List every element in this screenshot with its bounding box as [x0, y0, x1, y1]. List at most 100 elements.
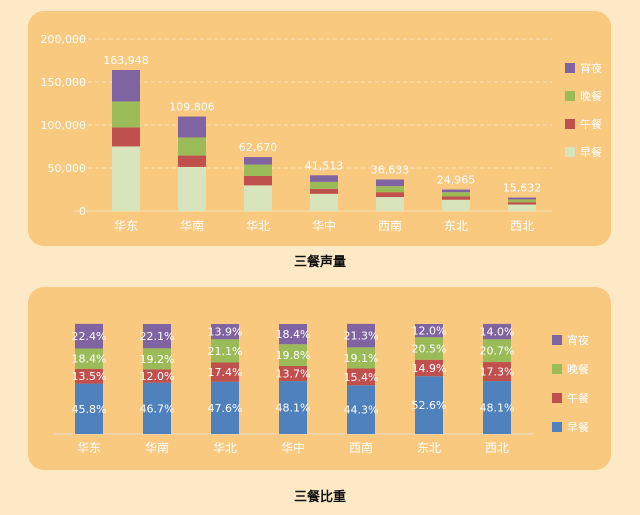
share-percent-label: 21.1%: [208, 345, 243, 358]
volume-y-tick-label: 50,000: [48, 162, 87, 175]
share-percent-label: 18.4%: [276, 328, 311, 341]
share-percent-label: 19.2%: [140, 353, 175, 366]
share-percent-label: 13.7%: [276, 368, 311, 381]
volume-bar-segment: [244, 185, 272, 211]
volume-bar-segment: [310, 181, 338, 189]
share-category-label: 华东: [77, 441, 101, 455]
share-percent-label: 20.5%: [412, 342, 447, 355]
share-category-label: 华南: [145, 440, 169, 455]
share-legend-swatch: [552, 364, 562, 374]
share-percent-label: 12.0%: [412, 325, 447, 338]
volume-bar-segment: [508, 199, 536, 203]
volume-bar-segment: [442, 199, 470, 211]
volume-total-label: 24,965: [437, 174, 476, 187]
volume-total-labels: 163,948 109,806 62,670 41,513 36,633 24,965 15…: [103, 54, 541, 195]
volume-legend-swatch: [565, 147, 575, 157]
share-bar-segment: [279, 324, 307, 345]
share-percent-label: 48.1%: [480, 402, 515, 415]
volume-y-tick-label: 200,000: [41, 33, 87, 46]
share-percent-label: 45.8%: [72, 403, 107, 416]
share-percent-label: 46.7%: [140, 402, 175, 415]
volume-legend-label: 晚餐: [580, 89, 602, 103]
volume-bar-segment: [178, 116, 206, 138]
volume-bar-segment: [310, 175, 338, 182]
volume-category-label: 华东: [114, 219, 138, 233]
volume-bar-segment: [112, 70, 140, 102]
share-legend-swatch: [552, 335, 562, 345]
volume-bar-segment: [178, 166, 206, 211]
share-percent-label: 17.3%: [480, 366, 515, 379]
volume-bar-segment: [508, 202, 536, 205]
share-percent-label: 22.4%: [72, 330, 107, 343]
share-percent-label: 19.1%: [344, 352, 379, 365]
share-percent-label: 13.5%: [72, 370, 107, 383]
share-percent-label: 44.3%: [344, 404, 379, 417]
share-bar-segment: [211, 362, 239, 382]
volume-bar-segment: [508, 204, 536, 211]
share-bar-segment: [279, 381, 307, 434]
volume-category-label: 西北: [510, 219, 534, 233]
share-bar-segment: [415, 337, 443, 360]
volume-bar-segment: [178, 137, 206, 156]
volume-legend-swatch: [565, 119, 575, 129]
share-bar-segment: [75, 348, 103, 369]
share-bar-segment: [75, 323, 103, 349]
share-percent-label: 22.1%: [140, 330, 175, 343]
share-bar-segment: [483, 362, 511, 382]
share-percent-label: 21.3%: [344, 330, 379, 343]
volume-bar-segment: [244, 164, 272, 176]
share-percent-label: 14.9%: [412, 362, 447, 375]
volume-category-label: 华中: [312, 218, 336, 233]
share-bar-segment: [211, 339, 239, 363]
volume-bar-segment: [442, 196, 470, 200]
volume-total-label: 15,632: [503, 182, 542, 195]
share-bar-segment: [347, 323, 375, 348]
share-bar-segment: [279, 344, 307, 367]
share-bar-segment: [347, 385, 375, 434]
volume-bar-segment: [442, 189, 470, 193]
share-percent-label: 18.4%: [72, 353, 107, 366]
share-percent-label: 47.6%: [208, 402, 243, 415]
share-bar-segment: [483, 323, 511, 340]
share-bar-segment: [415, 359, 443, 377]
volume-total-label: 109,806: [169, 101, 215, 114]
volume-bar-segment: [376, 192, 404, 198]
share-bar-segment: [143, 324, 171, 349]
share-bar-segment: [75, 368, 103, 384]
share-percent-label: 14.0%: [480, 326, 515, 339]
volume-bar-segment: [310, 193, 338, 211]
volume-bar-segment: [508, 197, 536, 200]
share-bar-segment: [143, 382, 171, 434]
share-legend-label: 宵夜: [567, 333, 589, 347]
volume-legend-label: 宵夜: [580, 61, 602, 75]
share-legend-label: 午餐: [567, 391, 589, 405]
share-bar-segment: [143, 348, 171, 370]
share-category-label: 华北: [213, 441, 237, 455]
share-percent-label: 13.9%: [208, 326, 243, 339]
volume-x-axis: 华东 华南 华北 华中 西南 东北 西北: [114, 218, 534, 233]
share-percent-label: 12.0%: [140, 370, 175, 383]
share-bar-segment: [415, 376, 443, 434]
volume-category-label: 西南: [378, 218, 402, 233]
volume-bar-segment: [376, 197, 404, 211]
share-category-label: 西北: [485, 441, 509, 455]
share-bar-segment: [279, 366, 307, 382]
volume-bar-segment: [112, 146, 140, 211]
share-bars: [75, 323, 511, 434]
share-bar-segment: [75, 383, 103, 434]
share-percent-labels: 45.8% 13.5% 18.4% 22.4% 46.7% 12.0% 19.2% 22.1%…: [72, 325, 515, 417]
share-percent-label: 15.4%: [344, 371, 379, 384]
share-percent-label: 52.6%: [412, 399, 447, 412]
volume-category-label: 华北: [246, 219, 270, 233]
share-percent-label: 48.1%: [276, 402, 311, 415]
share-x-axis: 华东 华南 华北 华中 西南 东北 西北: [77, 440, 509, 455]
share-category-label: 华中: [281, 440, 305, 455]
share-bar-segment: [347, 347, 375, 369]
volume-bar-segment: [244, 157, 272, 165]
volume-total-label: 36,633: [371, 163, 410, 176]
share-bar-segment: [483, 339, 511, 363]
